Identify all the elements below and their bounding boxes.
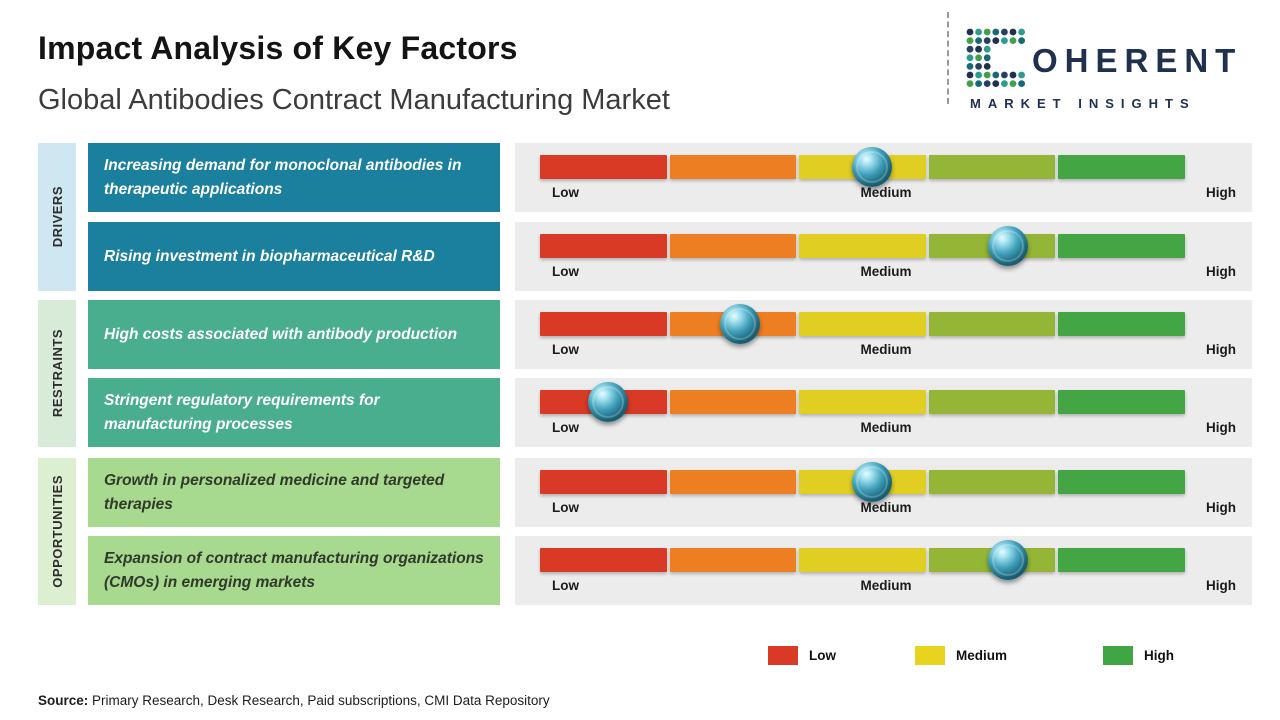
gauge-panel: Low Medium High bbox=[515, 222, 1252, 291]
gauge-segment bbox=[540, 548, 667, 572]
gauge-segment bbox=[799, 390, 926, 414]
gauge-segment bbox=[1058, 234, 1185, 258]
scale-label-low: Low bbox=[552, 420, 579, 435]
gauge-segment bbox=[928, 390, 1056, 414]
gauge-segment bbox=[1058, 155, 1185, 179]
gauge-panel: Low Medium High bbox=[515, 300, 1252, 369]
category-label: DRIVERS bbox=[49, 186, 65, 248]
gauge-segment bbox=[1058, 470, 1185, 494]
source-text: Primary Research, Desk Research, Paid su… bbox=[88, 693, 550, 708]
page-title: Impact Analysis of Key Factors bbox=[38, 30, 518, 66]
gauge-panel: Low Medium High bbox=[515, 143, 1252, 212]
legend-label: High bbox=[1144, 648, 1174, 663]
scale-label-medium: Medium bbox=[860, 578, 912, 593]
gauge-segment bbox=[669, 470, 797, 494]
legend-label: Medium bbox=[956, 648, 1008, 663]
impact-marker bbox=[587, 382, 628, 422]
impact-gauge-bar bbox=[540, 462, 1185, 502]
factor-text: Increasing demand for monoclonal antibod… bbox=[104, 157, 462, 198]
factor-text: Growth in personalized medicine and targ… bbox=[104, 472, 445, 513]
page-subtitle: Global Antibodies Contract Manufacturing… bbox=[38, 84, 670, 116]
factor-text: Rising investment in biopharmaceutical R… bbox=[104, 247, 435, 265]
impact-marker bbox=[719, 304, 760, 344]
factor-text: Expansion of contract manufacturing orga… bbox=[104, 550, 484, 591]
impact-marker bbox=[852, 147, 893, 187]
gauge-panel: Low Medium High bbox=[515, 458, 1252, 527]
gauge-segment bbox=[799, 234, 926, 258]
factor-text: Stringent regulatory requirements for ma… bbox=[104, 392, 380, 433]
factor-label: Increasing demand for monoclonal antibod… bbox=[88, 143, 500, 212]
gauge-segment bbox=[540, 470, 667, 494]
category-restraints: RESTRAINTS bbox=[38, 300, 76, 447]
scale-label-low: Low bbox=[552, 342, 579, 357]
scale-label-medium: Medium bbox=[860, 264, 912, 279]
scale-label-medium: Medium bbox=[860, 185, 912, 200]
factor-label: High costs associated with antibody prod… bbox=[88, 300, 500, 369]
gauge-panel: Low Medium High bbox=[515, 378, 1252, 447]
scale-label-medium: Medium bbox=[860, 420, 912, 435]
gauge-segment bbox=[1058, 548, 1185, 572]
scale-label-high: High bbox=[1206, 578, 1236, 593]
impact-gauge-bar bbox=[540, 226, 1185, 266]
gauge-segment bbox=[799, 548, 926, 572]
logo-c-icon bbox=[964, 26, 1028, 95]
impact-gauge-bar bbox=[540, 304, 1185, 344]
impact-marker bbox=[852, 462, 893, 502]
scale-label-high: High bbox=[1206, 185, 1236, 200]
source-line: Source: Primary Research, Desk Research,… bbox=[38, 693, 550, 708]
impact-marker bbox=[987, 226, 1028, 266]
gauge-segment bbox=[669, 390, 797, 414]
impact-marker bbox=[987, 540, 1028, 580]
legend-item-medium: Medium bbox=[915, 646, 1007, 665]
scale-label-low: Low bbox=[552, 185, 579, 200]
gauge-segment bbox=[928, 312, 1056, 336]
legend-swatch-medium bbox=[915, 646, 945, 665]
gauge-panel: Low Medium High bbox=[515, 536, 1252, 605]
gauge-segment bbox=[1058, 390, 1185, 414]
factor-label: Growth in personalized medicine and targ… bbox=[88, 458, 500, 527]
scale-label-medium: Medium bbox=[860, 342, 912, 357]
scale-label-low: Low bbox=[552, 578, 579, 593]
factor-label: Rising investment in biopharmaceutical R… bbox=[88, 222, 500, 291]
scale-label-low: Low bbox=[552, 264, 579, 279]
gauge-segment bbox=[669, 234, 797, 258]
scale-label-medium: Medium bbox=[860, 500, 912, 515]
gauge-segment bbox=[1058, 312, 1185, 336]
scale-label-high: High bbox=[1206, 420, 1236, 435]
gauge-segment bbox=[540, 312, 667, 336]
gauge-segment bbox=[540, 155, 667, 179]
brand-name: OHERENT bbox=[1032, 41, 1243, 79]
impact-gauge-bar bbox=[540, 540, 1185, 580]
brand-tagline: MARKET INSIGHTS bbox=[970, 96, 1196, 111]
gauge-segment bbox=[669, 548, 797, 572]
source-prefix: Source: bbox=[38, 693, 89, 708]
factor-text: High costs associated with antibody prod… bbox=[104, 325, 458, 343]
scale-label-high: High bbox=[1206, 264, 1236, 279]
legend-label: Low bbox=[809, 648, 836, 663]
factor-label: Expansion of contract manufacturing orga… bbox=[88, 536, 500, 605]
category-label: OPPORTUNITIES bbox=[49, 475, 65, 588]
gauge-segment bbox=[799, 312, 926, 336]
impact-gauge-bar bbox=[540, 382, 1185, 422]
legend-item-high: High bbox=[1103, 646, 1174, 665]
scale-label-high: High bbox=[1206, 500, 1236, 515]
logo-separator bbox=[947, 12, 949, 104]
impact-gauge-bar bbox=[540, 147, 1185, 187]
legend-item-low: Low bbox=[768, 646, 836, 665]
scale-label-low: Low bbox=[552, 500, 579, 515]
gauge-segment bbox=[540, 234, 667, 258]
scale-label-high: High bbox=[1206, 342, 1236, 357]
brand-logo: OHERENT MARKET INSIGHTS bbox=[964, 26, 1242, 111]
legend-swatch-low bbox=[768, 646, 798, 665]
gauge-segment bbox=[928, 470, 1056, 494]
category-label: RESTRAINTS bbox=[49, 329, 65, 418]
gauge-segment bbox=[669, 155, 797, 179]
category-drivers: DRIVERS bbox=[38, 143, 76, 291]
factor-label: Stringent regulatory requirements for ma… bbox=[88, 378, 500, 447]
gauge-segment bbox=[928, 155, 1056, 179]
legend-swatch-high bbox=[1103, 646, 1133, 665]
category-opportunities: OPPORTUNITIES bbox=[38, 458, 76, 605]
